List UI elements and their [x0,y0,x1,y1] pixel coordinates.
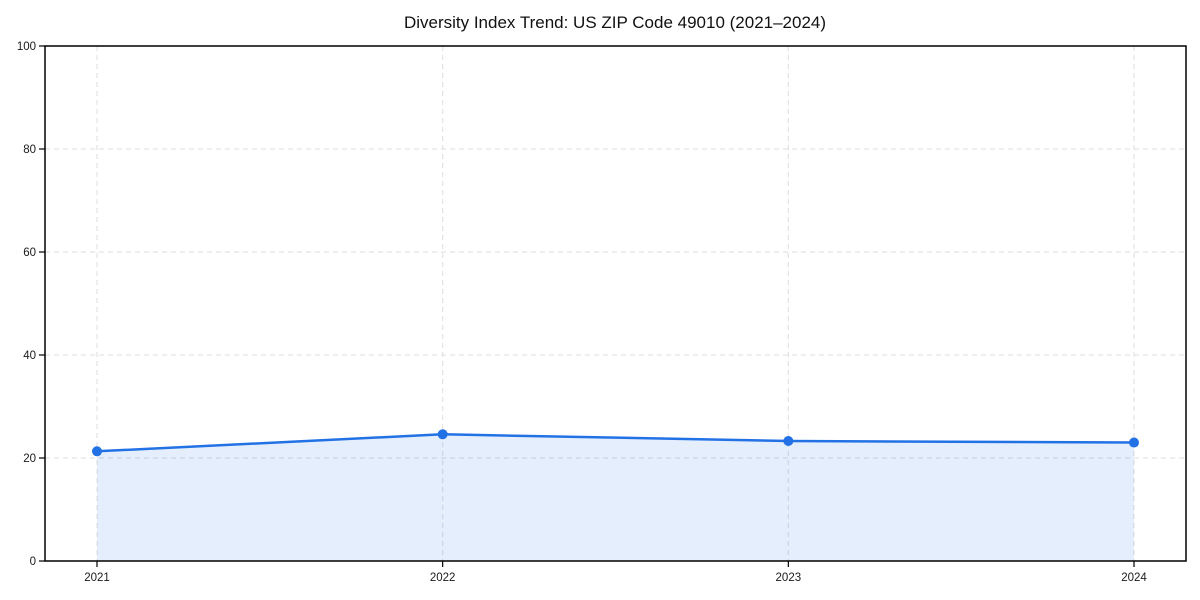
data-point-marker [1129,437,1139,448]
x-tick-label: 2022 [430,572,456,584]
chart-title: Diversity Index Trend: US ZIP Code 49010… [404,13,826,32]
trend-line [95,433,1136,453]
x-tick-label: 2023 [776,572,802,584]
axis-layer: 0 20 40 60 80 100 2021 2022 2023 2024 [17,41,1187,584]
x-tick-label: 2021 [84,572,110,584]
x-tick-label: 2024 [1121,572,1147,584]
area-fill [97,434,1134,561]
y-tick-label: 20 [23,453,36,465]
series-layer [92,429,1139,561]
y-tick-label: 60 [23,247,36,259]
plot-border [44,45,1187,562]
y-tick-label: 80 [23,144,36,156]
data-point-marker [437,429,448,440]
y-tick-label: 40 [23,350,36,362]
y-tick-label: 100 [17,41,36,53]
data-point-marker [92,446,102,457]
y-tick-label: 0 [30,556,36,568]
data-point-marker [783,436,794,447]
